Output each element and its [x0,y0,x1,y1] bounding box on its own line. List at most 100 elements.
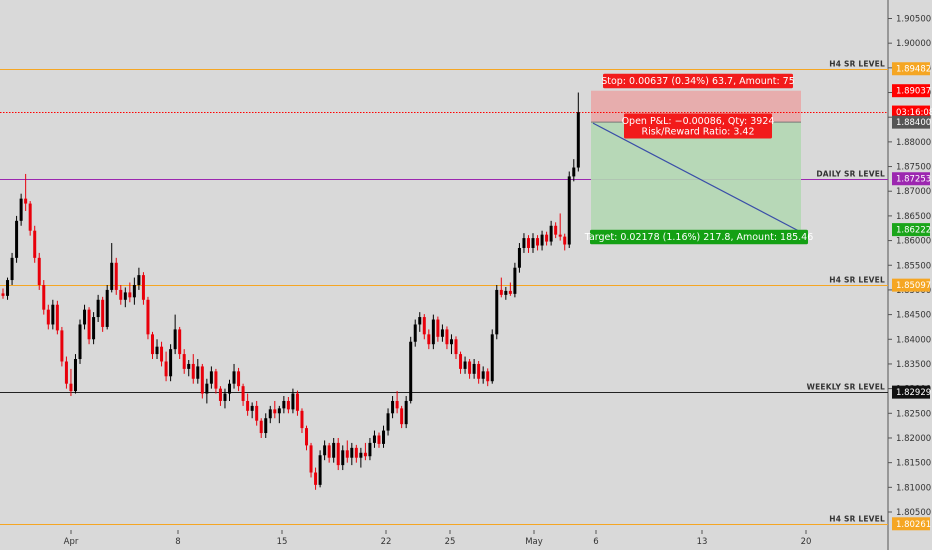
level-price-badge-bg [892,278,930,292]
candle [554,222,558,239]
candle-body [268,409,272,419]
candle-body [28,203,32,231]
projection-line[interactable] [592,122,801,233]
candle-body [83,309,87,325]
candle [110,243,114,293]
candle-body [517,247,521,268]
price-badge-bg [892,105,930,119]
candle [318,450,322,488]
candle-body [96,299,100,318]
candle-body [314,472,318,485]
candle [150,331,154,360]
price-badge: 1.89037 [892,84,931,98]
candle [323,440,327,461]
candle [477,360,481,384]
candle-body [526,238,530,248]
candle-body [377,435,381,444]
candle-body [576,112,580,168]
sr-level-label: H4 SR LEVEL [829,60,885,69]
candle [33,225,37,263]
candle-body [123,292,127,300]
candle [255,400,259,426]
candle [46,304,50,330]
candle [508,282,512,296]
candle [576,92,580,172]
candle [427,329,431,350]
y-tick-label: 1.83500 [896,360,931,370]
candle-body [205,383,209,394]
x-tick-label: May [525,537,543,547]
candle [187,360,191,377]
y-tick-label: 1.90000 [896,39,931,49]
sr-level-label: DAILY SR LEVEL [816,170,885,179]
candle [6,277,10,300]
candle [259,418,263,438]
pnl-label-text: Risk/Reward Ratio: 3.42 [641,126,754,137]
candle [522,233,526,253]
target-label-text: Target: 0.02178 (1.16%) 217.8, Amount: 1… [584,232,814,243]
candle [382,425,386,448]
candle-body [69,383,73,392]
candle [314,467,318,490]
candle [164,351,168,382]
candle-body [341,450,345,466]
y-tick-label: 1.87500 [896,163,931,173]
candle-body [291,393,295,410]
candle [563,233,567,251]
y-tick-label: 1.88000 [896,138,931,148]
candle [277,405,281,424]
candle-body [563,236,567,245]
candle [196,359,200,384]
candle [268,405,272,424]
candle-body [73,359,77,392]
candle-body [327,445,331,458]
pnl-label-text: Open P&L: −0.00086, Qty: 3924 [622,116,775,127]
candle-body [255,405,259,421]
candle-body [110,262,114,290]
y-tick-label: 1.82000 [896,434,931,444]
candle-body [490,334,494,382]
level-price-badge-text: 1.87253 [896,175,931,185]
candle-body [196,366,200,379]
candle-body [141,275,145,300]
candle-body [309,445,313,473]
candle-body [46,309,50,325]
x-tick-label: 6 [593,537,598,547]
candle [250,402,254,419]
candle [123,287,127,308]
candle-body [173,329,177,350]
level-price-badge-bg [892,62,930,76]
candle-body [60,330,64,362]
candle-body [282,400,286,409]
level-price-badge-text: 1.89482 [896,65,931,75]
candle-body [155,346,159,355]
candle-body [363,452,367,457]
candle [241,383,245,406]
candle-body [55,304,59,331]
y-tick-label: 1.84500 [896,311,931,321]
candle [205,378,209,404]
candle-body [468,361,472,374]
candle [73,354,77,394]
candle [350,442,354,466]
candle-body [472,363,476,374]
candle-body [191,363,195,379]
candle [218,386,222,406]
candle [178,326,182,360]
position-overlay[interactable]: Stop: 0.00637 (0.34%) 63.7, Amount: 75 Op… [584,73,814,245]
candle [28,201,32,236]
candle-body [33,230,37,258]
candle-body [128,292,132,298]
candle-body [395,400,399,409]
candle-body [508,290,512,294]
candle-body [42,284,46,310]
candle [141,272,145,305]
candle [128,282,132,303]
candle-body [246,400,250,411]
candle [463,356,467,374]
candle-body [37,257,41,285]
candle [24,173,28,211]
candle-body [382,430,386,444]
candle-body [486,371,490,382]
